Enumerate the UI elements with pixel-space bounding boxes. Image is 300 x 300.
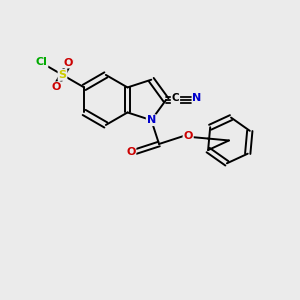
- Text: O: O: [52, 82, 61, 92]
- Text: O: O: [126, 147, 136, 157]
- Text: O: O: [184, 131, 193, 141]
- Text: S: S: [58, 70, 67, 80]
- Text: N: N: [147, 115, 156, 125]
- Text: Cl: Cl: [36, 57, 47, 67]
- Text: N: N: [193, 94, 202, 103]
- Text: O: O: [64, 58, 73, 68]
- Text: C: C: [172, 94, 179, 103]
